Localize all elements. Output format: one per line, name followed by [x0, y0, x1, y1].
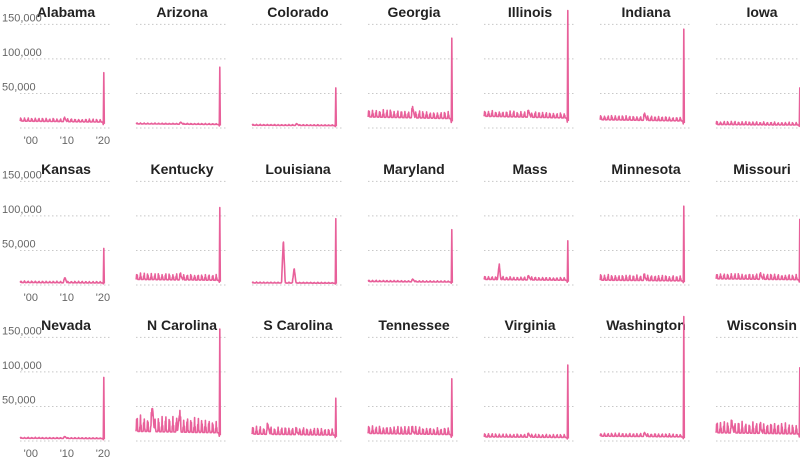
panel-title: Washington: [606, 317, 686, 333]
panel-title: Maryland: [383, 161, 444, 177]
panel-title: Wisconsin: [727, 317, 797, 333]
x-tick-label: '00: [24, 135, 38, 147]
y-tick-label: 50,000: [2, 394, 36, 406]
x-tick-label: '20: [96, 448, 110, 460]
panel-iowa: Iowa: [715, 4, 800, 129]
series-line: [135, 206, 222, 283]
panel-missouri: Missouri: [715, 161, 800, 286]
series-line: [135, 328, 222, 437]
series-line: [367, 228, 454, 285]
panel-title: Virginia: [504, 317, 555, 333]
series-line: [715, 218, 800, 283]
panel-title: Minnesota: [611, 161, 680, 177]
panel-kansas: Kansas 50,000 100,000 150,000 '00 '10 '20: [2, 161, 112, 304]
series-line: [599, 205, 686, 284]
series-line: [19, 247, 106, 285]
panel-wisconsin: Wisconsin: [715, 317, 800, 442]
panel-louisiana: Louisiana: [251, 161, 344, 286]
panel-colorado: Colorado: [251, 4, 344, 129]
panel-kentucky: Kentucky: [135, 161, 228, 286]
y-tick-label: 50,000: [2, 238, 36, 250]
series-line: [715, 367, 800, 438]
x-tick-label: '20: [96, 292, 110, 304]
panel-title: Tennessee: [378, 317, 450, 333]
series-line: [715, 87, 800, 128]
panel-title: Arizona: [156, 4, 208, 20]
panel-title: Louisiana: [265, 161, 331, 177]
panel-title: Nevada: [41, 317, 91, 333]
panel-title: Kentucky: [150, 161, 213, 177]
panel-title: Georgia: [388, 4, 441, 20]
series-line: [19, 71, 106, 126]
panel-title: Colorado: [267, 4, 328, 20]
x-tick-label: '10: [60, 448, 74, 460]
y-tick-label: 100,000: [2, 47, 42, 59]
series-line: [251, 87, 338, 128]
panel-title: Alabama: [37, 4, 96, 20]
panel-arizona: Arizona: [135, 4, 228, 129]
panel-s-carolina: S Carolina: [251, 317, 344, 442]
series-line: [135, 66, 222, 127]
panel-illinois: Illinois: [483, 4, 576, 129]
x-tick-label: '20: [96, 135, 110, 147]
panel-title: S Carolina: [263, 317, 332, 333]
panel-title: Iowa: [746, 4, 777, 20]
series-line: [251, 217, 338, 285]
y-tick-label: 100,000: [2, 360, 42, 372]
panel-title: Mass: [512, 161, 547, 177]
panel-tennessee: Tennessee: [367, 317, 460, 442]
panel-mass: Mass: [483, 161, 576, 286]
series-line: [599, 315, 686, 440]
panel-title: N Carolina: [147, 317, 217, 333]
panel-minnesota: Minnesota: [599, 161, 692, 286]
series-line: [599, 28, 686, 125]
panel-virginia: Virginia: [483, 317, 576, 442]
panel-title: Illinois: [508, 4, 553, 20]
panel-nevada: Nevada 50,000 100,000 150,000 '00 '10 '20: [2, 317, 112, 460]
y-tick-label: 150,000: [2, 325, 42, 337]
panel-alabama: Alabama 50,000 100,000 150,000 '00 '10 '20: [2, 4, 112, 147]
y-tick-label: 100,000: [2, 204, 42, 216]
panel-title: Indiana: [621, 4, 670, 20]
panel-georgia: Georgia: [367, 4, 460, 129]
series-line: [19, 376, 106, 441]
series-line: [251, 397, 338, 439]
y-tick-label: 150,000: [2, 169, 42, 181]
panel-indiana: Indiana: [599, 4, 692, 129]
panel-title: Missouri: [733, 161, 791, 177]
x-tick-label: '10: [60, 292, 74, 304]
panel-n-carolina: N Carolina: [135, 317, 228, 442]
panel-maryland: Maryland: [367, 161, 460, 286]
series-line: [483, 364, 570, 440]
x-tick-label: '00: [24, 448, 38, 460]
panel-title: Kansas: [41, 161, 91, 177]
series-line: [367, 37, 454, 124]
series-line: [483, 240, 570, 283]
x-tick-label: '10: [60, 135, 74, 147]
panel-washington: Washington: [599, 315, 692, 442]
series-line: [483, 9, 570, 123]
y-tick-label: 50,000: [2, 81, 36, 93]
series-line: [367, 378, 454, 438]
x-tick-label: '00: [24, 292, 38, 304]
y-tick-label: 150,000: [2, 12, 42, 24]
